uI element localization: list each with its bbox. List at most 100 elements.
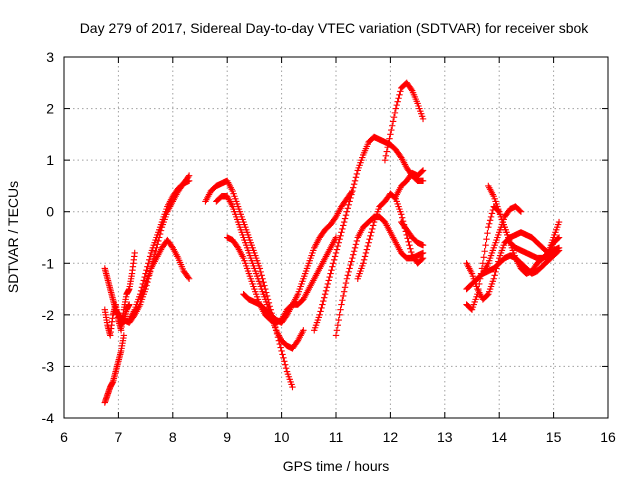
data-point-interp xyxy=(385,139,392,147)
series-6 xyxy=(202,177,296,391)
data-point-interp xyxy=(484,291,491,299)
x-tick-label: 6 xyxy=(60,429,68,445)
series-8 xyxy=(224,234,340,326)
data-point-interp xyxy=(336,236,343,243)
data-point-interp xyxy=(258,272,265,279)
y-tick-label: -2 xyxy=(42,307,55,323)
data-point-interp xyxy=(185,274,192,281)
data-point-interp xyxy=(351,177,359,184)
data-point-interp xyxy=(386,135,393,142)
data-point-interp xyxy=(318,304,325,312)
data-point-interp xyxy=(342,279,350,287)
data-point-interp xyxy=(331,253,339,260)
data-point-interp xyxy=(383,148,390,155)
data-point-interp xyxy=(346,265,353,272)
series-15 xyxy=(398,218,427,249)
data-point-interp xyxy=(323,284,331,291)
chart-title: Day 279 of 2017, Sidereal Day-to-day VTE… xyxy=(80,20,590,36)
data-point-interp xyxy=(388,126,395,134)
data-point xyxy=(327,270,334,277)
data-point-interp xyxy=(140,277,147,284)
y-axis-label: SDTVAR / TECUs xyxy=(5,181,21,293)
data-point-interp xyxy=(346,198,353,205)
y-tick-label: -4 xyxy=(42,410,55,426)
y-tick-label: 0 xyxy=(46,204,54,220)
data-point-interp xyxy=(369,225,376,233)
data-point-interp xyxy=(516,207,524,215)
data-point-interp xyxy=(317,308,324,315)
data-point xyxy=(419,177,427,184)
data-point-interp xyxy=(277,344,284,351)
data-point-interp xyxy=(339,297,346,304)
data-point-interp xyxy=(394,98,401,105)
data-point xyxy=(419,115,427,123)
data-point-interp xyxy=(143,266,150,274)
data-point xyxy=(185,275,193,282)
data-point-interp xyxy=(350,184,357,191)
series-13 xyxy=(381,79,427,164)
data-point xyxy=(321,291,329,298)
data-point-interp xyxy=(145,260,152,267)
series-5 xyxy=(136,236,193,303)
data-point xyxy=(332,332,340,339)
data-point-interp xyxy=(347,194,354,202)
data-point-interp xyxy=(391,109,399,117)
data-point-interp xyxy=(282,361,289,368)
y-tick-label: 2 xyxy=(46,101,54,117)
data-point-interp xyxy=(330,256,338,264)
data-point xyxy=(365,239,372,246)
data-point-interp xyxy=(484,230,491,237)
x-tick-label: 7 xyxy=(115,429,123,445)
x-tick-label: 15 xyxy=(546,429,562,445)
data-point-interp xyxy=(351,244,359,252)
data-point-interp xyxy=(362,249,370,257)
x-tick-label: 11 xyxy=(329,429,344,445)
data-point xyxy=(419,254,427,262)
data-point xyxy=(289,383,296,391)
data-point-interp xyxy=(408,248,415,256)
data-point-interp xyxy=(341,215,349,222)
data-point-interp xyxy=(491,272,498,279)
x-tick-label: 8 xyxy=(169,429,177,445)
data-point xyxy=(392,105,400,112)
data-point xyxy=(332,249,340,257)
x-tick-label: 16 xyxy=(600,429,616,445)
data-point-interp xyxy=(398,214,406,221)
x-tick-label: 10 xyxy=(274,429,290,445)
x-axis-label: GPS time / hours xyxy=(283,458,390,474)
data-point-interp xyxy=(404,235,411,242)
data-point-interp xyxy=(367,232,374,239)
data-point xyxy=(332,234,340,241)
data-point-interp xyxy=(353,237,361,245)
data-point-interp xyxy=(329,263,336,270)
data-point-interp xyxy=(257,268,264,276)
data-point xyxy=(360,260,367,267)
data-point-interp xyxy=(341,284,349,291)
series-17 xyxy=(463,229,563,303)
data-point-interp xyxy=(348,258,355,265)
data-point-interp xyxy=(322,287,330,294)
data-point-interp xyxy=(393,101,400,109)
data-point xyxy=(256,265,264,272)
data-point-interp xyxy=(342,211,350,219)
data-point-interp xyxy=(333,327,341,334)
data-point-interp xyxy=(340,288,348,295)
series-3 xyxy=(115,172,193,326)
data-point-interp xyxy=(353,170,361,178)
series-9 xyxy=(240,187,356,326)
data-point-interp xyxy=(350,251,357,258)
data-point xyxy=(343,208,351,215)
data-point xyxy=(349,187,356,195)
data-point xyxy=(343,275,351,282)
plot-frame xyxy=(63,56,609,419)
x-tick-label: 13 xyxy=(437,429,453,445)
data-point-interp xyxy=(382,152,390,160)
data-point-interp xyxy=(337,306,344,313)
data-point-interp xyxy=(554,235,562,242)
data-point-interp xyxy=(352,241,360,248)
data-point xyxy=(126,301,133,308)
data-point-interp xyxy=(480,254,487,261)
data-point xyxy=(338,301,345,308)
data-point-interp xyxy=(282,364,290,372)
data-point-interp xyxy=(340,222,347,229)
